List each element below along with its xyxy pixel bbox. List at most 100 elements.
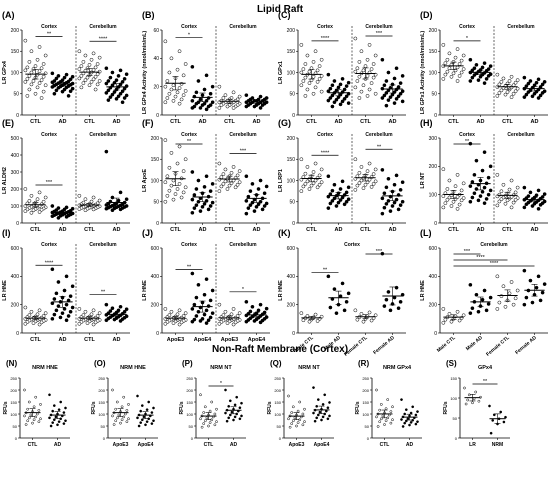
data-point <box>244 93 249 98</box>
data-point <box>104 81 109 86</box>
data-point <box>392 101 397 105</box>
x-tick-label: CTL <box>30 119 41 125</box>
data-point <box>81 81 86 85</box>
data-point <box>470 195 475 200</box>
data-point <box>190 197 195 202</box>
data-point <box>23 305 28 310</box>
data-point <box>338 198 343 202</box>
data-point <box>108 75 113 80</box>
group-label: Cortex <box>181 24 197 30</box>
y-tick-label: 100 <box>98 412 105 417</box>
y-tick-label: 100 <box>287 70 296 76</box>
data-point <box>305 179 310 184</box>
data-point <box>181 93 186 98</box>
data-point <box>353 85 358 90</box>
data-point <box>167 91 172 96</box>
data-point <box>179 97 184 102</box>
data-point <box>342 202 347 207</box>
data-point <box>217 189 222 193</box>
data-point <box>110 208 115 213</box>
y-tick-label: 600 <box>429 246 438 252</box>
data-point <box>118 91 123 96</box>
sig-label: * <box>188 32 191 38</box>
data-point <box>522 302 527 307</box>
y-tick-label: 150 <box>362 400 369 405</box>
data-point <box>264 306 269 311</box>
x-tick-label: AD <box>477 227 485 233</box>
group-label: Cortex <box>181 242 197 248</box>
data-point <box>203 405 207 409</box>
data-point <box>453 184 458 189</box>
data-point <box>443 201 448 206</box>
data-point <box>54 291 59 296</box>
y-axis-label: LR HNE <box>420 280 426 301</box>
data-point <box>311 91 316 96</box>
data-point <box>23 414 26 418</box>
data-point <box>298 400 302 404</box>
data-point <box>106 88 111 93</box>
data-point <box>54 415 58 419</box>
data-point <box>95 62 100 66</box>
data-point <box>336 200 341 205</box>
data-point <box>210 200 215 205</box>
data-point <box>338 102 343 107</box>
data-point <box>199 393 202 397</box>
data-point <box>287 417 290 421</box>
data-point <box>357 60 362 64</box>
data-point <box>97 311 102 316</box>
data-point <box>457 62 462 66</box>
data-point <box>183 311 188 316</box>
data-point <box>208 189 213 193</box>
data-point <box>85 321 90 325</box>
data-point <box>248 189 253 193</box>
data-point <box>208 315 213 320</box>
data-point <box>206 104 211 109</box>
x-tick-label: CTL <box>170 227 181 233</box>
data-point <box>408 423 411 427</box>
data-point <box>301 318 306 323</box>
data-point <box>225 187 230 191</box>
data-point <box>64 318 69 323</box>
data-point <box>50 267 55 272</box>
data-point <box>64 274 69 279</box>
data-point <box>513 89 518 94</box>
data-point <box>208 298 213 303</box>
group-label: Cerebellum <box>365 132 393 138</box>
data-point <box>355 183 360 188</box>
y-tick-label: 50 <box>13 92 19 98</box>
data-point <box>367 43 372 47</box>
data-point <box>384 91 389 95</box>
x-tick-label: CTL <box>84 227 95 233</box>
data-point <box>290 411 294 414</box>
data-point <box>29 210 34 215</box>
data-point <box>313 419 317 423</box>
y-tick-label: 100 <box>287 178 296 184</box>
y-tick-label: 600 <box>287 246 296 252</box>
data-point <box>470 75 475 80</box>
data-point <box>244 211 249 216</box>
data-point <box>177 49 182 54</box>
data-point <box>451 199 456 204</box>
data-point <box>524 295 529 300</box>
data-point <box>202 422 206 425</box>
data-point <box>476 198 481 203</box>
data-point <box>291 405 295 409</box>
y-tick-label: 400 <box>287 274 296 280</box>
section-title-non-raft: Non-Raft Membrane (Cortex) <box>212 344 348 355</box>
data-point <box>54 76 59 81</box>
panel-label: (K) <box>278 228 291 238</box>
y-tick-label: 150 <box>287 157 296 163</box>
data-point <box>441 43 446 47</box>
data-point <box>190 271 195 276</box>
x-tick-label: CTL <box>380 442 390 448</box>
data-point <box>52 418 56 422</box>
panel-label: (P) <box>182 359 193 368</box>
data-point <box>303 407 306 411</box>
data-point <box>312 386 315 389</box>
data-point <box>227 183 232 188</box>
data-point <box>37 81 42 85</box>
x-tick-label: AD <box>54 442 62 448</box>
data-point <box>313 49 318 54</box>
panel-label: (F) <box>142 118 154 128</box>
